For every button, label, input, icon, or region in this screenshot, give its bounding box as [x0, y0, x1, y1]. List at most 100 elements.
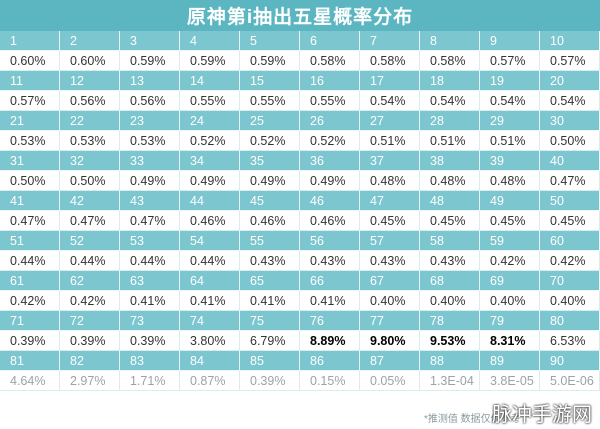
probability-cell: 0.50%: [0, 171, 60, 191]
pull-number-cell: 36: [300, 151, 360, 171]
pull-number-cell: 88: [420, 351, 480, 371]
pull-number-cell: 47: [360, 191, 420, 211]
pull-number-cell: 56: [300, 231, 360, 251]
probability-cell: 1.3E-04: [420, 371, 480, 391]
probability-cell: 0.47%: [0, 211, 60, 231]
pull-number-cell: 64: [180, 271, 240, 291]
probability-cell: 0.60%: [60, 51, 120, 71]
index-row: 41 42 43 44 45 46 47 48 49 50: [0, 191, 600, 211]
probability-cell: 0.39%: [0, 331, 60, 351]
pull-number-cell: 82: [60, 351, 120, 371]
probability-cell: 0.15%: [300, 371, 360, 391]
pull-number-cell: 11: [0, 71, 60, 91]
probability-cell: 0.48%: [480, 171, 540, 191]
probability-cell: 0.05%: [360, 371, 420, 391]
pull-number-cell: 61: [0, 271, 60, 291]
probability-cell: 0.55%: [240, 91, 300, 111]
pull-number-cell: 72: [60, 311, 120, 331]
probability-cell: 0.51%: [360, 131, 420, 151]
pull-number-cell: 4: [180, 31, 240, 51]
probability-cell: 0.40%: [420, 291, 480, 311]
probability-row: 0.39% 0.39% 0.39% 3.80% 6.79% 8.89% 9.80% 9.53%…: [0, 331, 600, 351]
probability-cell: 0.57%: [540, 51, 600, 71]
probability-cell: 0.45%: [480, 211, 540, 231]
probability-cell: 0.43%: [300, 251, 360, 271]
pull-number-cell: 24: [180, 111, 240, 131]
probability-cell: 0.40%: [360, 291, 420, 311]
pull-number-cell: 1: [0, 31, 60, 51]
probability-cell: 0.44%: [180, 251, 240, 271]
pull-number-cell: 60: [540, 231, 600, 251]
pull-number-cell: 27: [360, 111, 420, 131]
pull-number-cell: 28: [420, 111, 480, 131]
pull-number-cell: 48: [420, 191, 480, 211]
probability-cell: 0.46%: [180, 211, 240, 231]
probability-cell: 6.53%: [540, 331, 600, 351]
pull-number-cell: 90: [540, 351, 600, 371]
probability-cell: 0.47%: [540, 171, 600, 191]
probability-cell: 0.47%: [120, 211, 180, 231]
pull-number-cell: 14: [180, 71, 240, 91]
pull-number-cell: 66: [300, 271, 360, 291]
probability-cell: 9.53%: [420, 331, 480, 351]
pull-number-cell: 59: [480, 231, 540, 251]
probability-row: 0.47% 0.47% 0.47% 0.46% 0.46% 0.46% 0.45% 0.45%…: [0, 211, 600, 231]
pull-number-cell: 17: [360, 71, 420, 91]
index-row: 51 52 53 54 55 56 57 58 59 60: [0, 231, 600, 251]
pull-number-cell: 26: [300, 111, 360, 131]
probability-cell: 0.59%: [120, 51, 180, 71]
probability-cell: 0.54%: [420, 91, 480, 111]
pull-number-cell: 10: [540, 31, 600, 51]
pull-number-cell: 74: [180, 311, 240, 331]
pull-number-cell: 35: [240, 151, 300, 171]
probability-cell: 0.57%: [480, 51, 540, 71]
probability-cell: 0.53%: [60, 131, 120, 151]
probability-cell: 8.89%: [300, 331, 360, 351]
pull-number-cell: 84: [180, 351, 240, 371]
pull-number-cell: 42: [60, 191, 120, 211]
pull-number-cell: 81: [0, 351, 60, 371]
pull-number-cell: 54: [180, 231, 240, 251]
probability-cell: 0.52%: [240, 131, 300, 151]
pull-number-cell: 86: [300, 351, 360, 371]
probability-cell: 6.79%: [240, 331, 300, 351]
pull-number-cell: 68: [420, 271, 480, 291]
pull-number-cell: 44: [180, 191, 240, 211]
probability-cell: 0.51%: [420, 131, 480, 151]
probability-cell: 0.54%: [360, 91, 420, 111]
probability-cell: 0.60%: [0, 51, 60, 71]
pull-number-cell: 53: [120, 231, 180, 251]
probability-cell: 0.54%: [540, 91, 600, 111]
index-row: 61 62 63 64 65 66 67 68 69 70: [0, 271, 600, 291]
probability-cell: 5.0E-06: [540, 371, 600, 391]
probability-cell: 0.44%: [60, 251, 120, 271]
pull-number-cell: 65: [240, 271, 300, 291]
pull-number-cell: 34: [180, 151, 240, 171]
pull-number-cell: 21: [0, 111, 60, 131]
pull-number-cell: 51: [0, 231, 60, 251]
pull-number-cell: 23: [120, 111, 180, 131]
index-row: 11 12 13 14 15 16 17 18 19 20: [0, 71, 600, 91]
probability-cell: 0.55%: [300, 91, 360, 111]
probability-cell: 1.71%: [120, 371, 180, 391]
pull-number-cell: 22: [60, 111, 120, 131]
probability-cell: 0.39%: [120, 331, 180, 351]
pull-number-cell: 69: [480, 271, 540, 291]
pull-number-cell: 40: [540, 151, 600, 171]
pull-number-cell: 33: [120, 151, 180, 171]
site-watermark: 脉冲手游网: [492, 404, 592, 426]
probability-cell: 0.42%: [60, 291, 120, 311]
probability-cell: 0.54%: [480, 91, 540, 111]
probability-cell: 0.42%: [540, 251, 600, 271]
probability-cell: 2.97%: [60, 371, 120, 391]
index-row: 21 22 23 24 25 26 27 28 29 30: [0, 111, 600, 131]
pull-number-cell: 19: [480, 71, 540, 91]
probability-row: 4.64% 2.97% 1.71% 0.87% 0.39% 0.15% 0.05% 1.3E-…: [0, 371, 600, 391]
pull-number-cell: 79: [480, 311, 540, 331]
pull-number-cell: 50: [540, 191, 600, 211]
probability-cell: 0.43%: [420, 251, 480, 271]
pull-number-cell: 75: [240, 311, 300, 331]
pull-number-cell: 89: [480, 351, 540, 371]
probability-cell: 0.52%: [180, 131, 240, 151]
probability-cell: 9.80%: [360, 331, 420, 351]
